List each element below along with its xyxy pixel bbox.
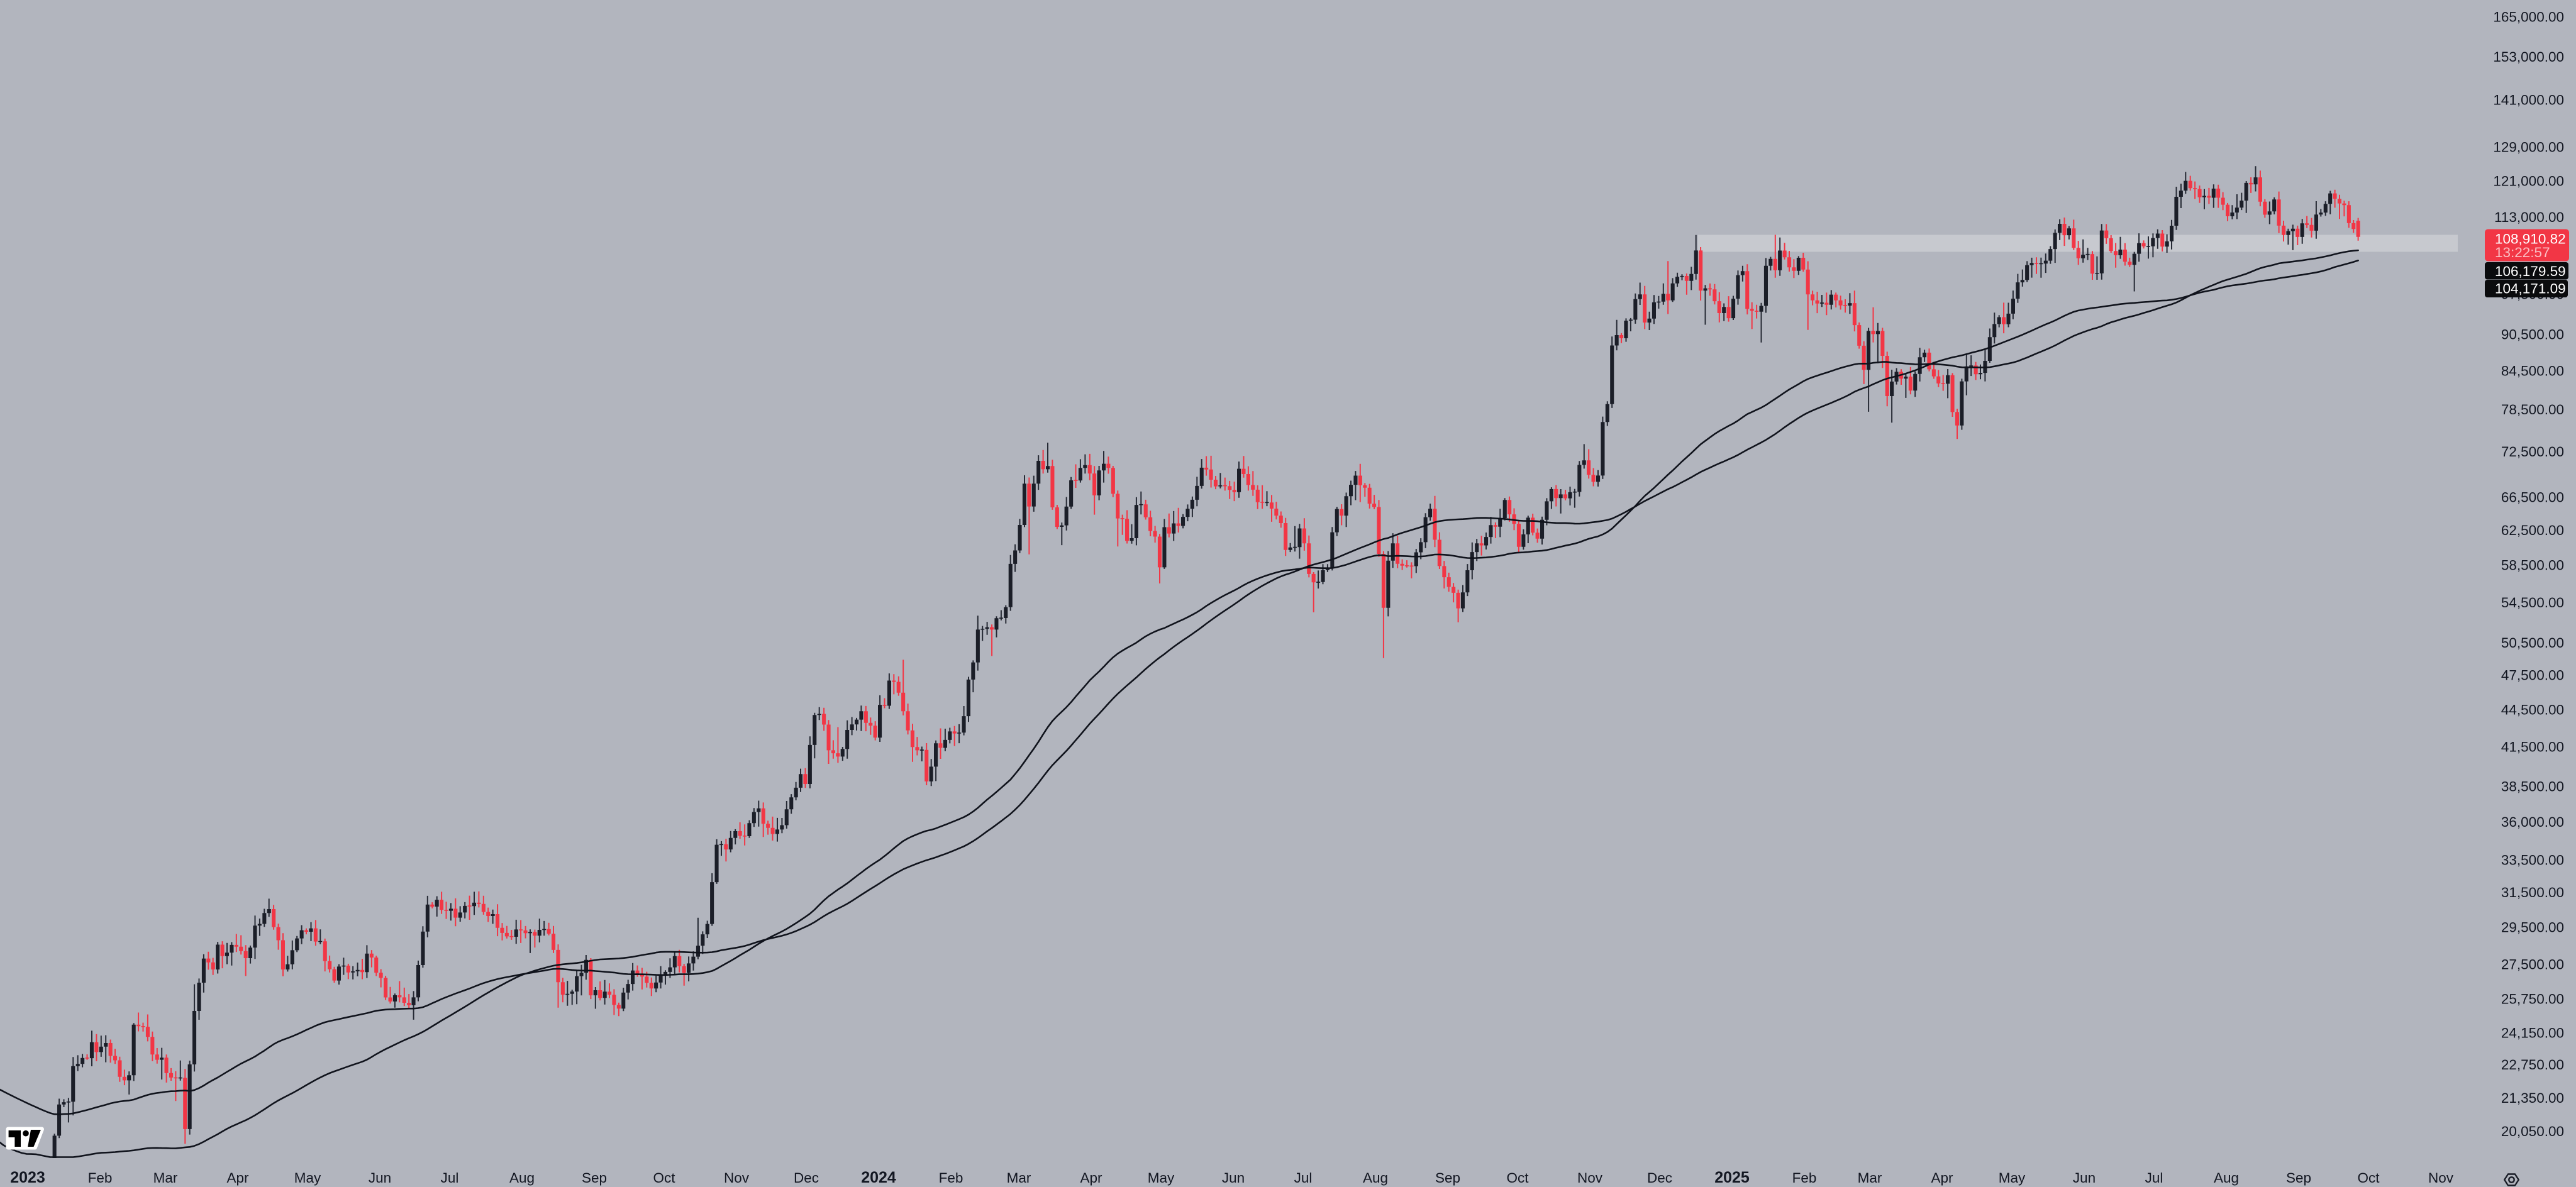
svg-text:50,500.00: 50,500.00 — [2501, 635, 2564, 651]
svg-text:Jul: Jul — [441, 1170, 459, 1186]
svg-text:Nov: Nov — [1577, 1170, 1603, 1186]
svg-text:Oct: Oct — [2357, 1170, 2380, 1186]
svg-text:66,500.00: 66,500.00 — [2501, 490, 2564, 505]
svg-text:Jun: Jun — [2073, 1170, 2096, 1186]
svg-text:Mar: Mar — [1007, 1170, 1031, 1186]
svg-text:Nov: Nov — [2428, 1170, 2454, 1186]
svg-text:2024: 2024 — [861, 1169, 896, 1186]
svg-text:Apr: Apr — [1931, 1170, 1953, 1186]
svg-text:141,000.00: 141,000.00 — [2493, 92, 2564, 108]
svg-text:Feb: Feb — [939, 1170, 963, 1186]
svg-text:104,171.09: 104,171.09 — [2495, 281, 2566, 297]
svg-text:2025: 2025 — [1714, 1169, 1750, 1186]
svg-text:33,500.00: 33,500.00 — [2501, 852, 2564, 868]
svg-text:2023: 2023 — [10, 1169, 45, 1186]
svg-text:36,000.00: 36,000.00 — [2501, 814, 2564, 830]
svg-text:Dec: Dec — [1647, 1170, 1672, 1186]
svg-text:153,000.00: 153,000.00 — [2493, 49, 2564, 65]
svg-text:May: May — [1999, 1170, 2026, 1186]
svg-text:121,000.00: 121,000.00 — [2493, 173, 2564, 189]
svg-text:Dec: Dec — [794, 1170, 819, 1186]
svg-text:58,500.00: 58,500.00 — [2501, 558, 2564, 573]
svg-text:108,910.82: 108,910.82 — [2495, 231, 2566, 247]
svg-text:25,750.00: 25,750.00 — [2501, 991, 2564, 1007]
svg-text:27,500.00: 27,500.00 — [2501, 956, 2564, 972]
svg-text:Apr: Apr — [226, 1170, 249, 1186]
svg-text:Jul: Jul — [1294, 1170, 1313, 1186]
svg-text:Jun: Jun — [369, 1170, 391, 1186]
svg-text:Feb: Feb — [1792, 1170, 1817, 1186]
svg-text:22,750.00: 22,750.00 — [2501, 1057, 2564, 1073]
svg-text:44,500.00: 44,500.00 — [2501, 702, 2564, 718]
svg-text:Aug: Aug — [509, 1170, 535, 1186]
svg-text:Feb: Feb — [88, 1170, 113, 1186]
svg-text:Aug: Aug — [2214, 1170, 2239, 1186]
svg-text:31,500.00: 31,500.00 — [2501, 885, 2564, 900]
svg-text:Nov: Nov — [724, 1170, 750, 1186]
svg-text:90,500.00: 90,500.00 — [2501, 327, 2564, 343]
svg-text:Aug: Aug — [1363, 1170, 1388, 1186]
svg-text:41,500.00: 41,500.00 — [2501, 739, 2564, 754]
svg-text:29,500.00: 29,500.00 — [2501, 919, 2564, 935]
svg-text:24,150.00: 24,150.00 — [2501, 1025, 2564, 1041]
svg-text:Sep: Sep — [582, 1170, 607, 1186]
svg-text:Oct: Oct — [653, 1170, 675, 1186]
svg-text:Mar: Mar — [1858, 1170, 1882, 1186]
svg-text:72,500.00: 72,500.00 — [2501, 444, 2564, 460]
svg-text:Jun: Jun — [1222, 1170, 1245, 1186]
svg-text:113,000.00: 113,000.00 — [2494, 209, 2564, 225]
svg-text:Sep: Sep — [2286, 1170, 2311, 1186]
svg-text:21,350.00: 21,350.00 — [2501, 1090, 2564, 1106]
svg-text:54,500.00: 54,500.00 — [2501, 595, 2564, 610]
svg-text:106,179.59: 106,179.59 — [2495, 263, 2566, 279]
svg-text:Sep: Sep — [1435, 1170, 1460, 1186]
svg-text:62,500.00: 62,500.00 — [2501, 522, 2564, 538]
svg-text:Mar: Mar — [153, 1170, 178, 1186]
svg-text:May: May — [294, 1170, 321, 1186]
svg-text:78,500.00: 78,500.00 — [2501, 402, 2564, 417]
svg-text:Jul: Jul — [2145, 1170, 2163, 1186]
svg-text:165,000.00: 165,000.00 — [2493, 9, 2564, 25]
svg-text:Oct: Oct — [1506, 1170, 1529, 1186]
svg-text:Apr: Apr — [1080, 1170, 1102, 1186]
svg-text:47,500.00: 47,500.00 — [2501, 668, 2564, 683]
svg-text:20,050.00: 20,050.00 — [2501, 1124, 2564, 1139]
svg-text:13:22:57: 13:22:57 — [2495, 245, 2550, 260]
svg-text:84,500.00: 84,500.00 — [2501, 363, 2564, 378]
svg-text:May: May — [1148, 1170, 1175, 1186]
svg-text:129,000.00: 129,000.00 — [2493, 140, 2564, 155]
svg-text:38,500.00: 38,500.00 — [2501, 778, 2564, 794]
